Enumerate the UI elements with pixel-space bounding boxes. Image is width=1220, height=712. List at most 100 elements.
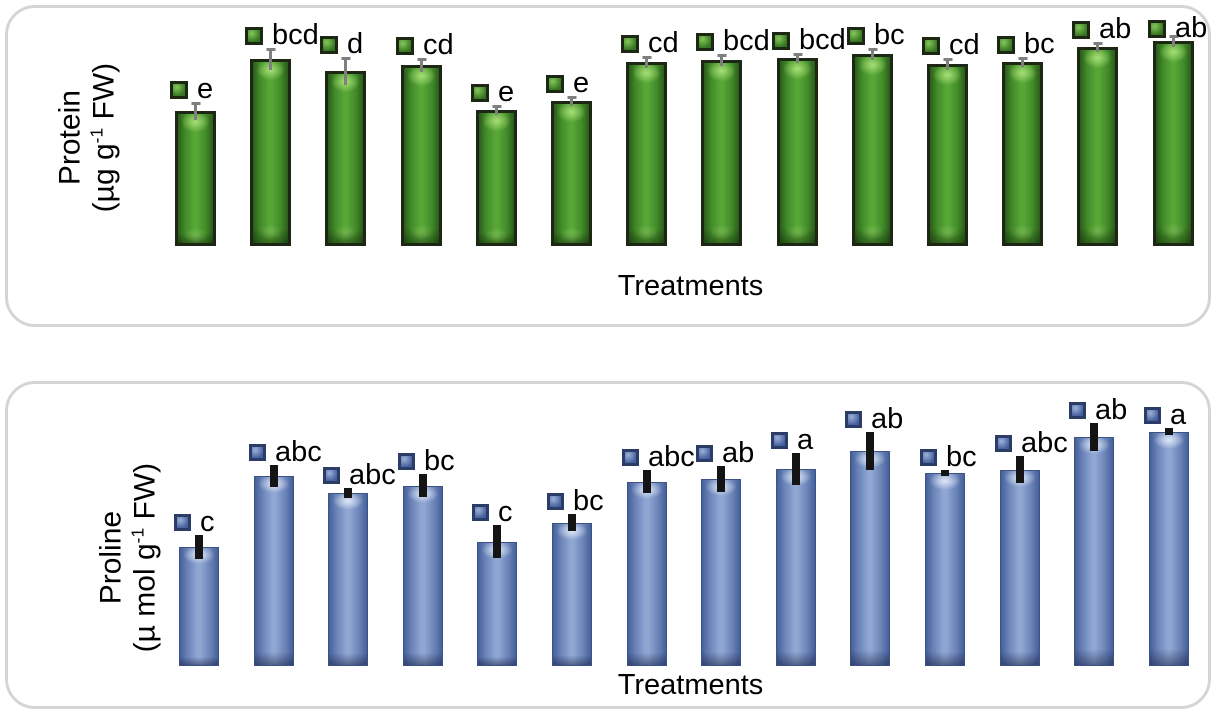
bar bbox=[328, 493, 368, 666]
error-bar bbox=[1018, 57, 1027, 67]
protein-y-axis-label-line2-suffix: FW) bbox=[87, 62, 120, 128]
error-bar-cap bbox=[642, 56, 651, 59]
bar-annotation: bcd bbox=[696, 27, 770, 56]
error-bar-cap bbox=[868, 48, 877, 51]
proline-y-axis-label-superscript: -1 bbox=[127, 527, 147, 544]
bar bbox=[1077, 47, 1118, 246]
significance-letter: ab bbox=[1099, 13, 1132, 45]
error-bar bbox=[717, 54, 726, 66]
error-bar bbox=[1165, 428, 1173, 435]
bar bbox=[1000, 470, 1040, 666]
error-bar bbox=[195, 535, 203, 559]
error-bar bbox=[1169, 35, 1178, 47]
bar bbox=[927, 64, 968, 246]
error-bar-cap bbox=[492, 105, 501, 108]
bar-annotation: cd bbox=[922, 31, 980, 60]
error-bar-cap bbox=[1018, 57, 1027, 60]
error-bar bbox=[493, 525, 501, 558]
proline-y-axis-label-line2-suffix: FW) bbox=[128, 462, 161, 528]
bar-annotation: bc bbox=[398, 447, 455, 476]
significance-letter: abc bbox=[1021, 427, 1068, 459]
bar-annotation: cd bbox=[396, 31, 454, 60]
proline-y-axis-label-line2-prefix: (µ mol g bbox=[128, 543, 161, 653]
error-bar bbox=[419, 474, 427, 497]
error-bar bbox=[567, 96, 576, 106]
bar-annotation: ab bbox=[1072, 15, 1131, 44]
bar-annotation: d bbox=[320, 30, 363, 59]
proline-x-axis-label: Treatments bbox=[617, 669, 764, 701]
bar bbox=[1153, 41, 1194, 246]
legend-swatch-icon bbox=[1069, 402, 1086, 419]
error-bar bbox=[191, 102, 200, 120]
bar bbox=[852, 54, 893, 246]
significance-letter: cd bbox=[648, 27, 679, 59]
significance-letter: c bbox=[498, 496, 513, 528]
significance-letter: bcd bbox=[799, 24, 846, 56]
error-bar-cap bbox=[266, 48, 275, 51]
legend-swatch-icon bbox=[398, 453, 415, 470]
bar bbox=[627, 482, 667, 666]
error-bar-cap bbox=[717, 54, 726, 57]
error-bar-cap bbox=[793, 53, 802, 56]
significance-letter: bc bbox=[424, 445, 455, 477]
bar-annotation: ab bbox=[845, 405, 903, 434]
protein-plot-area: e bcd d cd e e cd bcd bcd bc cd bc ab ab bbox=[8, 8, 1208, 324]
bar bbox=[1149, 432, 1189, 666]
bar bbox=[551, 101, 592, 246]
significance-letter: ab bbox=[1175, 12, 1208, 44]
bar bbox=[250, 59, 291, 246]
significance-letter: ab bbox=[1095, 394, 1128, 426]
error-bar bbox=[1016, 456, 1024, 483]
bar-annotation: abc bbox=[249, 438, 322, 467]
legend-swatch-icon bbox=[771, 432, 788, 449]
bar-annotation: bc bbox=[997, 30, 1055, 59]
error-bar bbox=[341, 57, 350, 85]
error-bar-cap bbox=[191, 102, 200, 105]
significance-letter: bcd bbox=[723, 25, 770, 57]
error-bar bbox=[642, 56, 651, 68]
bar bbox=[777, 58, 818, 246]
significance-letter: abc bbox=[349, 459, 396, 491]
significance-letter: bc bbox=[573, 485, 604, 517]
bar bbox=[701, 60, 742, 246]
legend-swatch-icon bbox=[245, 26, 263, 45]
bar-annotation: ab bbox=[1069, 396, 1127, 425]
legend-swatch-icon bbox=[396, 36, 414, 55]
bar bbox=[552, 523, 592, 666]
bar-annotation: bcd bbox=[245, 21, 319, 50]
bar-annotation: a bbox=[771, 426, 813, 455]
error-bar bbox=[941, 470, 949, 476]
significance-letter: c bbox=[200, 506, 215, 538]
error-bar bbox=[643, 470, 651, 493]
legend-swatch-icon bbox=[1144, 407, 1161, 424]
bar bbox=[626, 62, 667, 246]
legend-swatch-icon bbox=[995, 435, 1012, 452]
bar bbox=[179, 547, 219, 666]
significance-letter: a bbox=[1170, 399, 1187, 431]
error-bar bbox=[417, 58, 426, 72]
protein-y-axis-label-line1: Protein bbox=[53, 90, 87, 186]
protein-chart-panel: e bcd d cd e e cd bcd bcd bc cd bc ab ab Protein (µg … bbox=[5, 5, 1211, 327]
legend-swatch-icon bbox=[472, 504, 489, 521]
significance-letter: a bbox=[797, 424, 814, 456]
error-bar-cap bbox=[943, 58, 952, 61]
legend-swatch-icon bbox=[772, 31, 790, 50]
bar-annotation: ab bbox=[696, 439, 754, 468]
legend-swatch-icon bbox=[847, 26, 865, 45]
proline-plot-area: c abc abc bc c bc abc ab a ab bc abc ab a bbox=[8, 384, 1208, 706]
legend-swatch-icon bbox=[174, 514, 191, 531]
legend-swatch-icon bbox=[622, 449, 639, 466]
significance-letter: e bbox=[573, 67, 590, 99]
bar-annotation: e bbox=[471, 78, 514, 107]
error-bar bbox=[1090, 423, 1098, 451]
bar bbox=[476, 110, 517, 246]
error-bar bbox=[792, 453, 800, 485]
error-bar bbox=[270, 465, 278, 487]
protein-y-axis-label: Protein (µg g-1 FW) bbox=[53, 18, 120, 258]
significance-letter: abc bbox=[648, 441, 695, 473]
error-bar bbox=[1093, 42, 1102, 52]
significance-letter: bc bbox=[946, 441, 977, 473]
bar-annotation: cd bbox=[621, 29, 679, 58]
error-bar bbox=[266, 48, 275, 70]
significance-letter: ab bbox=[722, 437, 755, 469]
